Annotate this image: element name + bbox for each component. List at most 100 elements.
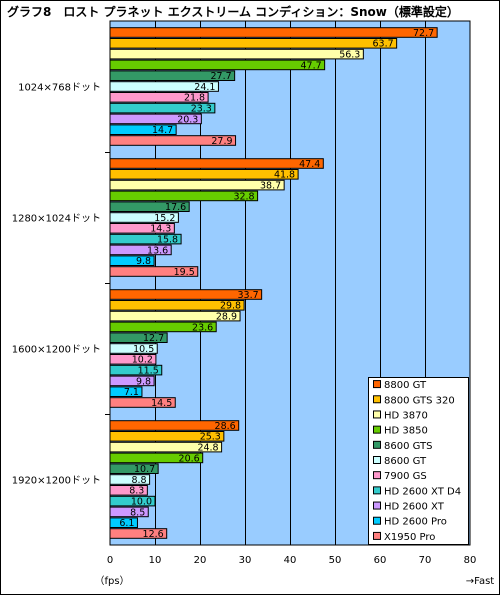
bar-value-label: 15.2 <box>154 213 175 224</box>
bar <box>109 397 176 408</box>
x-tick-label: 70 <box>419 555 432 566</box>
bar-value-label: 47.7 <box>300 60 321 71</box>
bar <box>109 332 168 343</box>
bar <box>109 431 225 442</box>
legend-swatch <box>373 440 381 449</box>
bar <box>109 266 199 277</box>
bar-value-label: 10.5 <box>133 344 154 355</box>
bar <box>109 517 138 529</box>
legend-swatch <box>373 516 381 525</box>
x-tick-label: 80 <box>464 555 477 566</box>
bar-value-label: 12.7 <box>143 333 164 344</box>
bar <box>109 343 158 354</box>
bar <box>109 59 326 71</box>
bar-value-label: 72.7 <box>413 28 434 39</box>
bar <box>109 495 156 507</box>
x-tick-label: 0 <box>107 555 113 566</box>
category-label: 1600×1200ドット <box>12 345 101 356</box>
bar-value-label: 6.1 <box>119 518 134 529</box>
bar <box>109 81 219 92</box>
x-tick-label: 50 <box>329 555 342 566</box>
bar-value-label: 9.8 <box>136 256 151 267</box>
bar <box>109 223 175 234</box>
legend-label: 8800 GTS 320 <box>384 395 455 406</box>
bar <box>109 233 182 245</box>
bar-value-label: 56.3 <box>339 50 360 61</box>
legend-label: X1950 Pro <box>384 532 435 543</box>
x-axis-label: （fps） <box>94 575 129 587</box>
legend-swatch <box>373 410 381 419</box>
bar <box>109 169 299 180</box>
category-label: 1920×1200ドット <box>12 476 101 487</box>
bar-value-label: 23.6 <box>192 322 213 333</box>
bar <box>109 420 240 431</box>
bar <box>109 289 263 300</box>
bar <box>109 113 202 125</box>
bar-value-label: 14.5 <box>151 398 172 409</box>
legend-swatch <box>373 456 381 464</box>
bar-value-label: 8.3 <box>129 486 144 497</box>
bar <box>109 354 157 365</box>
legend-label: 8600 GTS <box>384 441 432 452</box>
bar-value-label: 17.6 <box>165 202 186 213</box>
bar <box>109 48 364 60</box>
bar-value-label: 10.0 <box>131 497 152 508</box>
bar <box>109 244 172 256</box>
bar-value-label: 24.8 <box>197 443 218 454</box>
bar <box>109 441 223 453</box>
bar-value-label: 29.8 <box>220 301 241 312</box>
bar-value-label: 10.2 <box>132 355 153 366</box>
bar <box>109 364 163 376</box>
category-label: 1024×768ドット <box>18 83 101 94</box>
legend-box <box>368 377 469 545</box>
legend-swatch <box>373 380 381 389</box>
legend-label: HD 2600 XT D4 <box>384 486 461 497</box>
bar-value-label: 20.3 <box>177 114 198 125</box>
bar-value-label: 11.5 <box>138 366 159 377</box>
bar <box>109 386 143 397</box>
x-tick-label: 40 <box>284 555 297 566</box>
legend-swatch <box>373 501 381 510</box>
bar-value-label: 25.3 <box>200 432 221 443</box>
legend-swatch <box>373 425 381 434</box>
bar-value-label: 28.9 <box>216 312 237 323</box>
bar-value-label: 27.7 <box>210 71 231 82</box>
x-tick-label: 30 <box>239 555 252 566</box>
bar-value-label: 28.6 <box>215 421 236 432</box>
legend-label: HD 2600 Pro <box>384 517 447 528</box>
bar-value-label: 8.8 <box>131 475 146 486</box>
legend-swatch <box>373 395 381 404</box>
bar-value-label: 27.9 <box>211 136 232 147</box>
bar <box>109 255 155 266</box>
bar <box>109 321 217 333</box>
bar <box>109 27 438 38</box>
x-tick-label: 20 <box>194 555 207 566</box>
bar <box>109 201 190 212</box>
bar-value-label: 12.6 <box>143 529 164 540</box>
bar <box>109 452 204 464</box>
bar-value-label: 14.3 <box>150 224 171 235</box>
bar <box>109 463 159 474</box>
bar-value-label: 19.5 <box>174 267 195 278</box>
bar-value-label: 47.4 <box>299 159 320 170</box>
bar <box>109 528 168 539</box>
bar <box>109 310 241 322</box>
bar-value-label: 13.6 <box>147 245 168 256</box>
legend-label: 8600 GT <box>384 456 427 467</box>
x-tick-label: 10 <box>149 555 162 566</box>
bar <box>109 135 237 146</box>
legend-swatch <box>373 471 381 480</box>
bar-value-label: 24.1 <box>194 82 215 93</box>
bar <box>109 474 151 485</box>
category-label: 1280×1024ドット <box>12 214 101 225</box>
bar <box>109 506 149 518</box>
bar <box>109 212 179 223</box>
bar-value-label: 23.3 <box>191 104 212 115</box>
legend-swatch <box>373 486 381 495</box>
bar-value-label: 15.8 <box>157 235 178 246</box>
bar-value-label: 32.8 <box>233 191 254 202</box>
legend-label: 8800 GT <box>384 380 427 391</box>
legend-label: 7900 GS <box>384 471 427 482</box>
bar <box>109 375 155 387</box>
